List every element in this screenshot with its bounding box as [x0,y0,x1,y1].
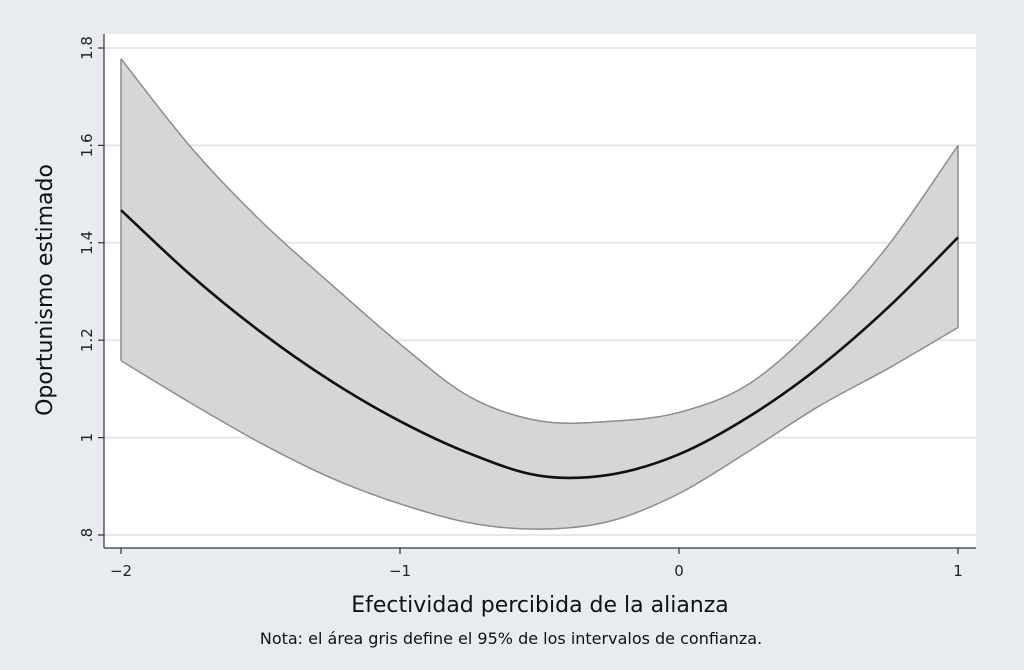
y-axis-title: Oportunismo estimado [33,164,58,416]
confidence-band [120,58,959,530]
y-tick-label: 1.4 [78,231,96,255]
y-tick-label: 1.2 [78,328,96,352]
y-tick-label: .8 [78,528,96,542]
x-tick-label: −1 [389,562,411,580]
estimate-line-path [120,209,959,480]
x-tick-label: 1 [953,562,963,580]
confidence-band-lower [120,326,959,530]
axes [103,34,976,549]
estimate-line [120,209,959,480]
x-axis-title: Efectividad percibida de la alianza [351,593,729,618]
x-axis-ticks: −2 −1 0 1 [110,548,963,580]
chart-note: Nota: el área gris define el 95% de los … [260,629,762,648]
y-tick-label: 1.8 [78,36,96,60]
confidence-band-fill [121,58,958,530]
y-tick-label: 1.6 [78,133,96,157]
y-axis-ticks: .8 1 1.2 1.4 1.6 1.8 [78,36,104,542]
y-tick-label: 1 [78,433,96,443]
x-tick-label: 0 [674,562,684,580]
confidence-band-upper [120,58,959,424]
x-tick-label: −2 [110,562,132,580]
